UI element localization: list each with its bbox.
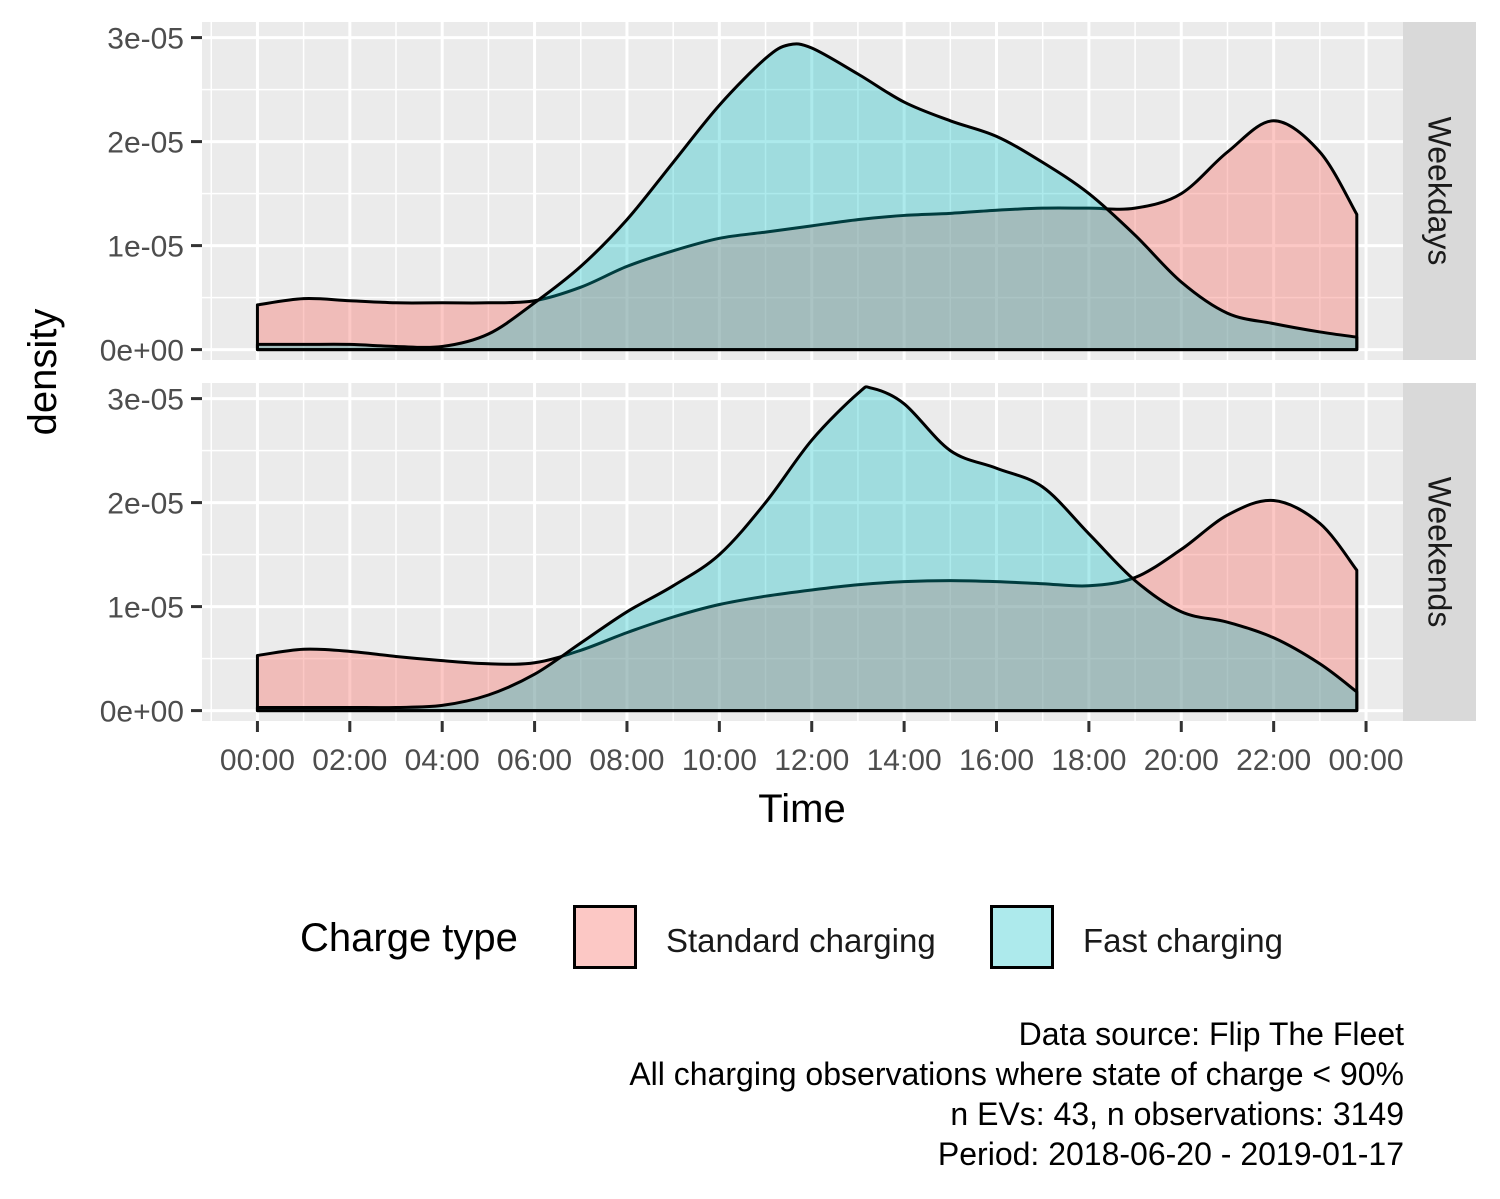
x-tick-label: 10:00 [682,744,757,777]
density-area-fast-charging [255,385,1359,713]
facet-panel: 0e+00 1e-05 2e-05 3e-05 Weekdays [100,22,1476,368]
legend-key-fast-charging [990,905,1054,969]
y-axis-title: density [21,309,65,436]
legend: Charge type Standard charging Fast charg… [0,900,1500,980]
caption-line: Data source: Flip The Fleet [1018,1016,1404,1052]
y-tick-label: 0e+00 [100,335,184,368]
y-tick-label: 0e+00 [100,696,184,729]
x-tick-label: 22:00 [1236,744,1311,777]
y-tick-label: 2e-05 [107,488,184,521]
x-tick-label: 14:00 [867,744,942,777]
x-tick-label: 16:00 [959,744,1034,777]
x-axis: 00:00 02:00 04:00 06:00 08:00 10:00 12:00 14:00… [220,721,1404,777]
facet-label: Weekdays [1422,117,1458,266]
legend-title: Charge type [300,916,518,960]
density-chart: 0e+00 1e-05 2e-05 3e-05 Weekdays 0e+00 1e-05 2e… [21,22,1476,831]
x-tick-label: 04:00 [405,744,480,777]
facet-panel: 0e+00 1e-05 2e-05 3e-05 Weekends [100,383,1476,729]
x-tick-label: 20:00 [1144,744,1219,777]
legend-label-standard-charging: Standard charging [666,922,936,959]
x-tick-label: 00:00 [220,744,295,777]
y-tick-label: 3e-05 [107,384,184,417]
y-tick-label: 1e-05 [107,592,184,625]
legend-label-fast-charging: Fast charging [1083,922,1283,959]
caption: Data source: Flip The Fleet All charging… [629,1014,1404,1174]
facet-strip [1403,383,1476,721]
y-tick-label: 1e-05 [107,231,184,264]
density-area-fast-charging [255,42,1359,352]
facet-strip [1403,22,1476,360]
caption-line: n EVs: 43, n observations: 3149 [950,1096,1404,1132]
caption-line: Period: 2018-06-20 - 2019-01-17 [937,1136,1404,1172]
density-area-standard-charging [255,498,1359,713]
x-tick-label: 18:00 [1051,744,1126,777]
x-tick-label: 00:00 [1329,744,1404,777]
facet-label: Weekends [1422,477,1458,628]
x-axis-title: Time [758,787,845,831]
panels-layer: 0e+00 1e-05 2e-05 3e-05 Weekdays 0e+00 1e-05 2e… [100,22,1476,729]
legend-key-standard-charging [573,905,637,969]
x-tick-label: 06:00 [497,744,572,777]
caption-line: All charging observations where state of… [629,1056,1404,1092]
x-tick-label: 12:00 [774,744,849,777]
panel-background [202,383,1403,721]
x-tick-label: 08:00 [589,744,664,777]
x-tick-label: 02:00 [312,744,387,777]
density-area-standard-charging [255,119,1359,352]
y-tick-label: 2e-05 [107,127,184,160]
y-tick-label: 3e-05 [107,23,184,56]
